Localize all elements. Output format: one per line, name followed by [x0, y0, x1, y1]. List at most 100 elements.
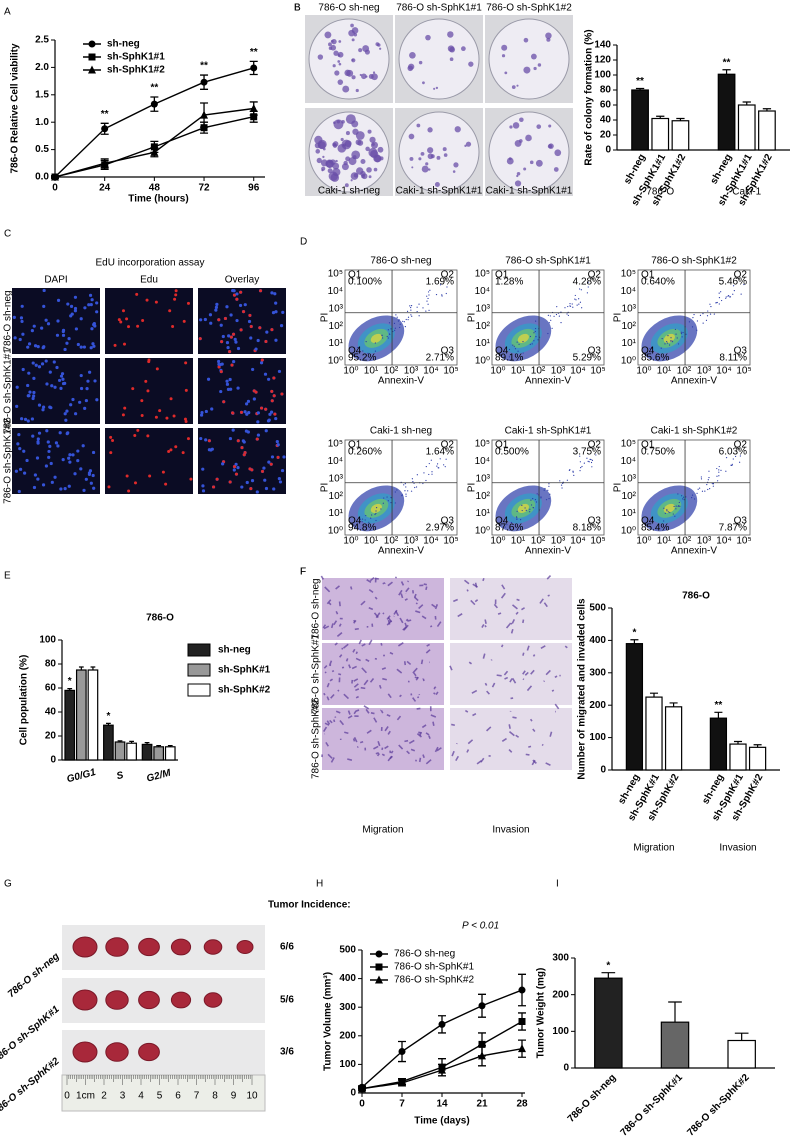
micrograph: [198, 428, 286, 494]
event-dot: [361, 518, 364, 520]
colony: [316, 157, 322, 164]
x-tick-label: 48: [149, 183, 161, 194]
colony: [547, 144, 553, 149]
event-dot: [435, 293, 438, 296]
nucleus: [79, 373, 83, 378]
colony: [373, 167, 378, 172]
colony: [370, 150, 379, 159]
cell: [363, 705, 370, 710]
event-dot: [427, 297, 429, 300]
colony: [352, 155, 357, 160]
colony: [355, 88, 359, 93]
event-dot: [418, 303, 420, 305]
edu-nucleus: [125, 474, 129, 478]
nucleus: [244, 429, 249, 433]
cell: [455, 755, 460, 762]
panel-letter: B: [294, 3, 301, 14]
colony: [337, 60, 341, 63]
bar: [594, 977, 623, 1069]
legend-label: 786-O sh-SphK#1: [394, 962, 474, 973]
nucleus: [37, 365, 42, 369]
axis-tick-label: 10⁰: [621, 356, 636, 367]
event-dot: [407, 316, 410, 318]
event-dot: [545, 499, 548, 501]
nucleus: [56, 298, 61, 302]
axis-label: PI: [613, 313, 624, 322]
nucleus: [267, 377, 271, 381]
cell: [428, 735, 431, 739]
cell: [326, 599, 332, 605]
axis-tick-label: 10²: [476, 491, 491, 502]
event-dot: [516, 341, 518, 343]
event-dot: [386, 496, 388, 498]
axis-tick-label: 10³: [551, 536, 566, 547]
y-axis-label: Tumor Volume (mm³): [323, 972, 334, 1071]
event-dot: [701, 490, 704, 492]
axis-tick-label: 10²: [329, 321, 344, 332]
axis-tick-label: 10³: [551, 366, 566, 377]
colony: [447, 31, 454, 38]
axis-tick-label: 10⁴: [570, 536, 585, 547]
ruler-label: 1cm: [76, 1091, 95, 1102]
nucleus: [201, 489, 206, 493]
event-dot: [548, 483, 550, 485]
error-bar: [601, 972, 616, 979]
event-dot: [649, 347, 651, 350]
nucleus: [89, 346, 93, 350]
edu-nucleus: [136, 324, 140, 328]
axis-tick-label: 10²: [677, 536, 692, 547]
colony: [434, 181, 440, 187]
x-tick-label: 72: [198, 183, 210, 194]
error-bar: [630, 639, 639, 644]
event-dot: [697, 488, 699, 490]
y-tick-label: 40: [45, 707, 57, 718]
colony: [345, 131, 350, 136]
cell: [414, 676, 419, 679]
nucleus: [19, 316, 24, 320]
nucleus: [277, 369, 282, 374]
nucleus: [76, 449, 80, 453]
axis-tick-label: 10⁴: [475, 286, 490, 297]
ruler-label: 2: [101, 1091, 107, 1102]
colony: [364, 49, 370, 55]
nucleus: [73, 412, 78, 416]
event-dot: [443, 464, 445, 466]
nucleus: [58, 431, 62, 435]
nucleus: [233, 337, 237, 341]
cell: [360, 600, 366, 606]
quadrant-percent: 0.640%: [641, 277, 675, 288]
cell: [365, 708, 370, 714]
colony: [317, 54, 324, 60]
quadrant-percent: 0.260%: [348, 447, 382, 458]
event-dot: [564, 307, 566, 309]
quadrant-name: Q3: [588, 346, 602, 357]
colony: [416, 123, 421, 128]
axis-tick-label: 10¹: [476, 338, 491, 349]
y-tick-label: 1.5: [35, 89, 49, 100]
incidence: 5/6: [280, 995, 294, 1006]
edu-nucleus: [184, 388, 188, 392]
colony: [514, 180, 522, 187]
cell: [355, 657, 361, 662]
axis-label: PI: [320, 483, 331, 492]
colony: [425, 34, 431, 41]
event-dot: [416, 306, 418, 308]
y-tick-label: 140: [594, 40, 611, 51]
event-dot: [675, 505, 677, 507]
x-axis-label: Time (hours): [128, 194, 188, 205]
event-dot: [562, 482, 564, 485]
event-dot: [361, 521, 363, 523]
colony: [553, 167, 559, 172]
point: [150, 143, 158, 151]
nucleus: [89, 481, 93, 485]
event-dot: [718, 471, 720, 473]
cell: [322, 624, 327, 629]
nucleus: [68, 453, 72, 457]
event-dot: [677, 343, 680, 345]
edu-nucleus: [249, 487, 253, 491]
quadrant-name: Q3: [441, 346, 455, 357]
y-tick-label: 400: [589, 635, 606, 646]
event-dot: [534, 330, 536, 333]
event-dot: [411, 478, 413, 480]
event-dot: [682, 331, 684, 334]
